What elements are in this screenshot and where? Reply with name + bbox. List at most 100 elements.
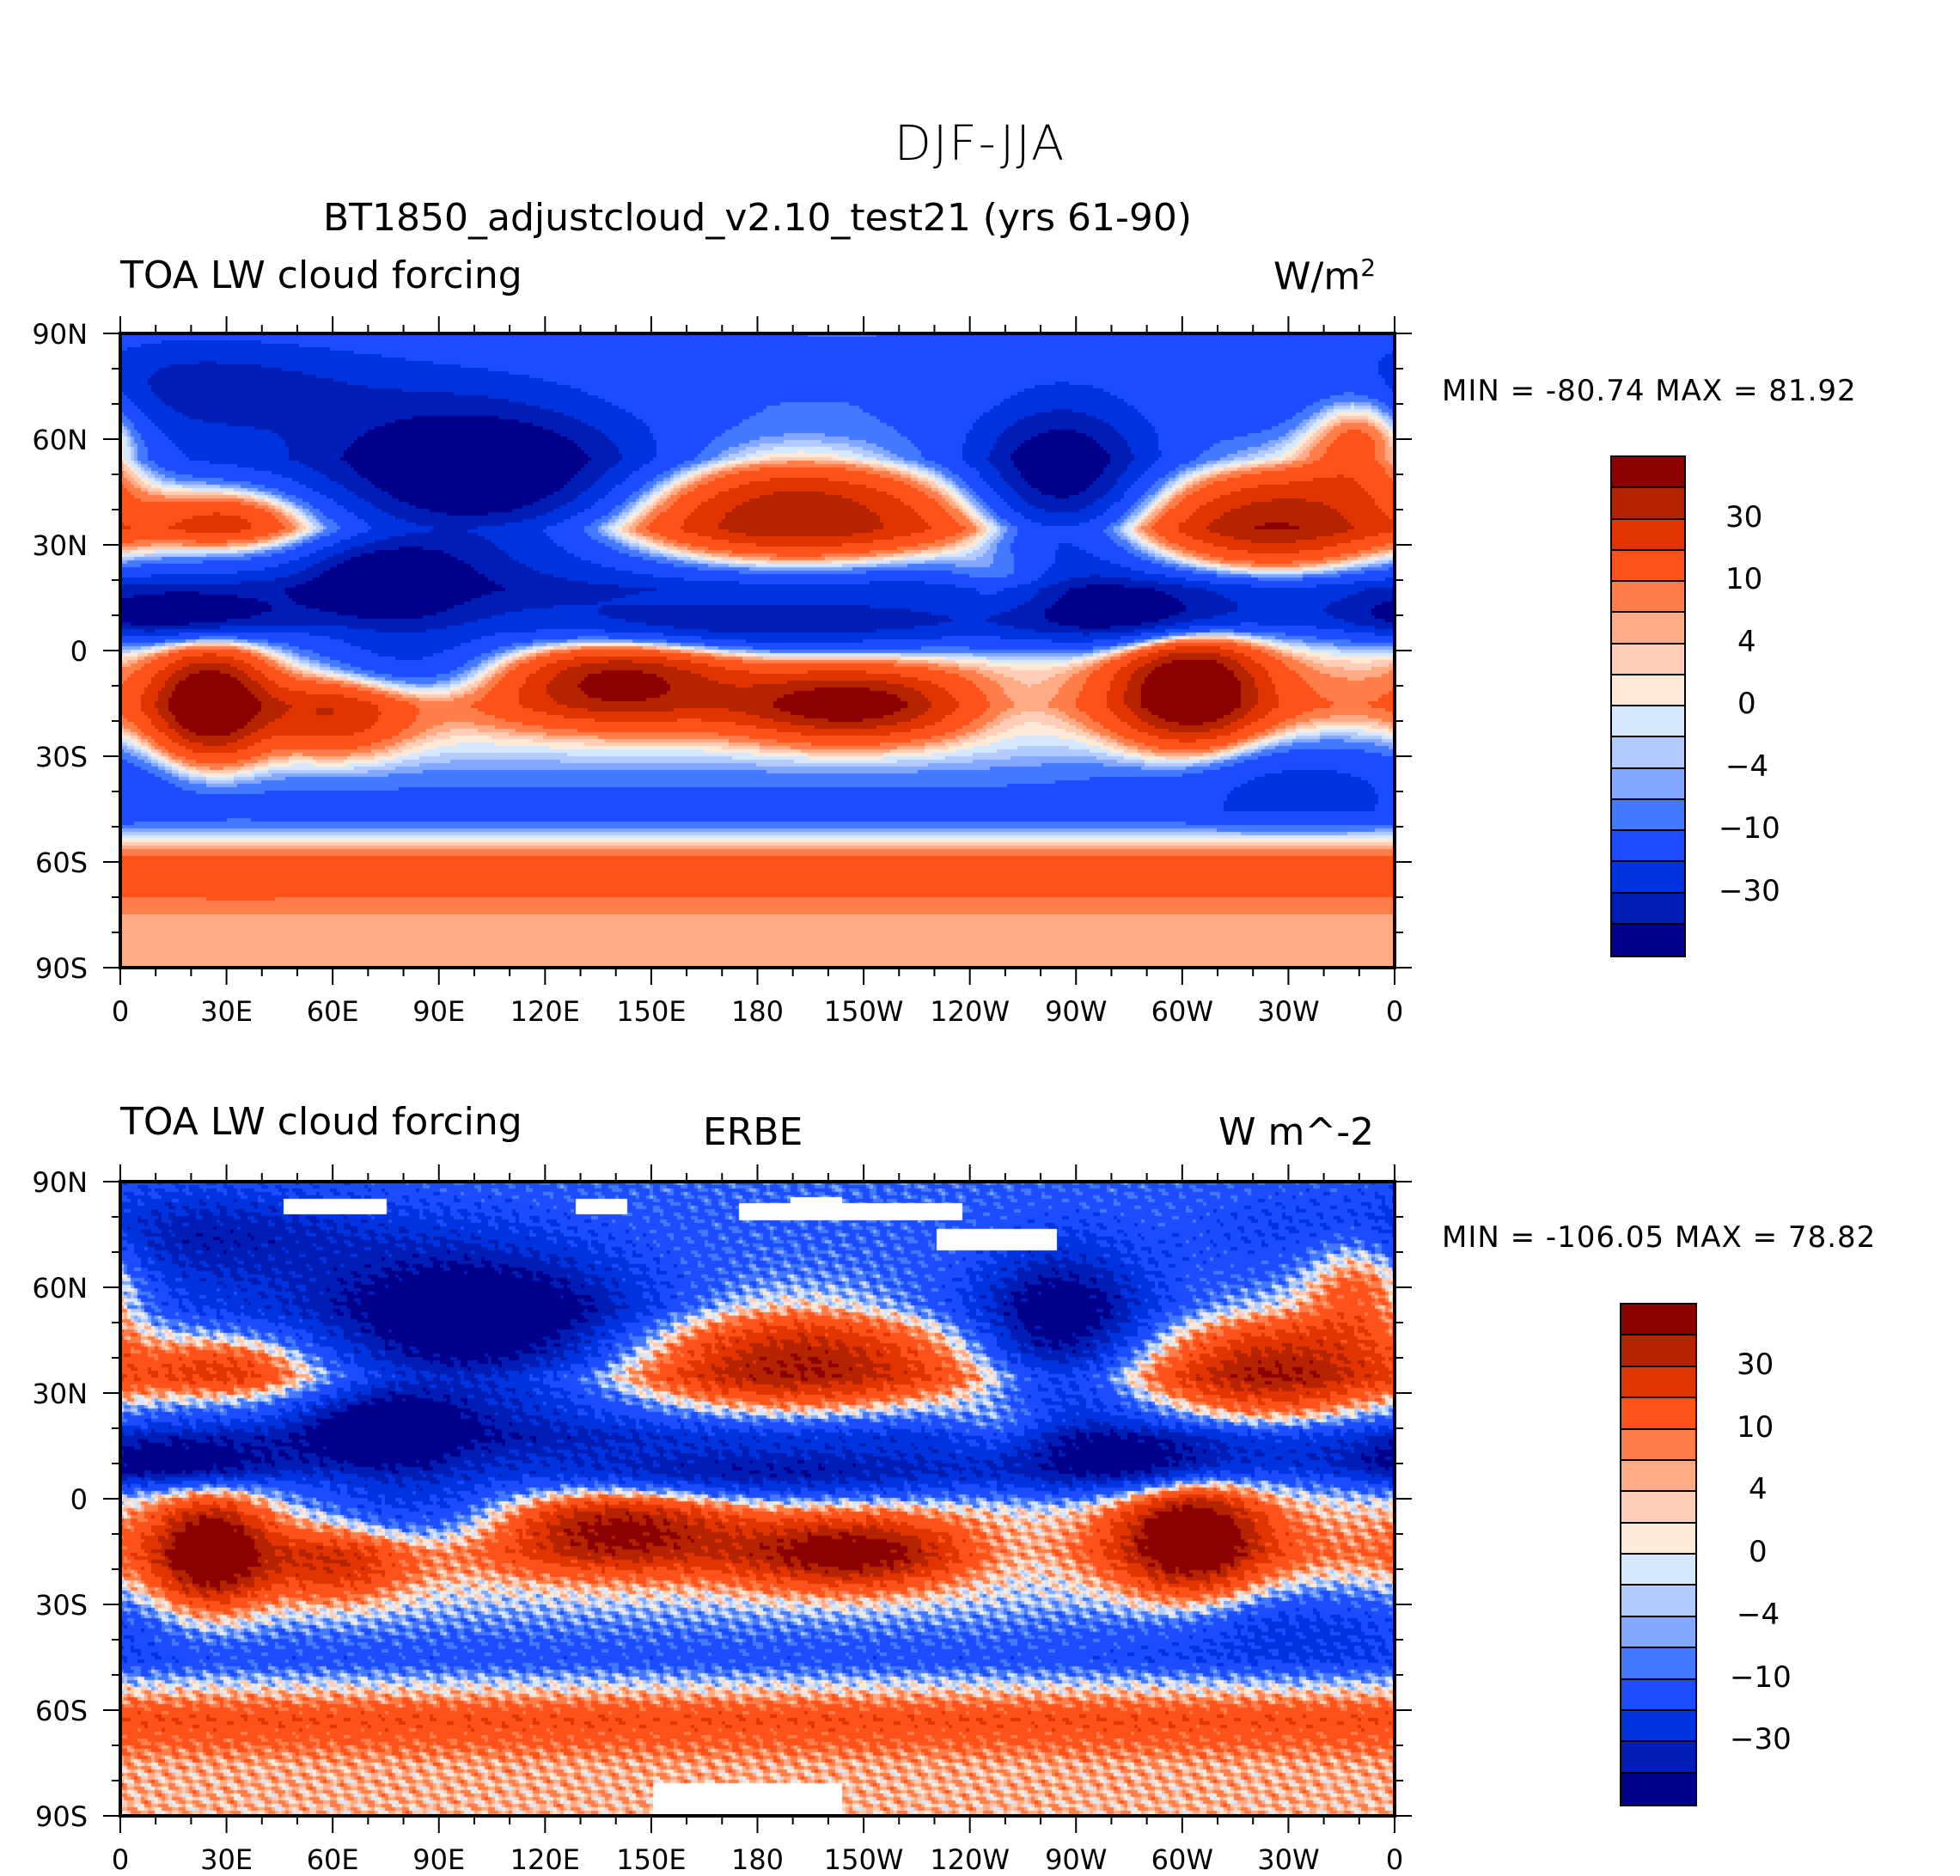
panel2-title-center: ERBE — [703, 1110, 803, 1154]
colorbar-label: −4 — [1725, 749, 1769, 784]
x-tick-label: 0 — [1386, 995, 1403, 1028]
colorbar-swatch — [1612, 924, 1684, 956]
x-tick-label: 150E — [616, 1843, 686, 1876]
x-tick-label: 0 — [1386, 1843, 1403, 1876]
panel1-map — [120, 333, 1395, 968]
colorbar-swatch — [1612, 644, 1684, 675]
colorbar-swatch — [1621, 1586, 1695, 1617]
x-tick-label: 120W — [930, 995, 1010, 1028]
y-tick-label: 90S — [35, 952, 88, 985]
y-tick-label: 0 — [70, 1483, 88, 1516]
colorbar-label: −10 — [1719, 811, 1780, 846]
x-tick-label: 180 — [731, 995, 784, 1028]
colorbar-swatch — [1621, 1366, 1695, 1399]
x-tick-label: 120W — [930, 1843, 1010, 1876]
y-tick-label: 30N — [32, 1378, 88, 1410]
colorbar-label: −30 — [1719, 873, 1780, 908]
colorbar-label: 4 — [1737, 624, 1756, 659]
panel1-units: W/m — [1273, 254, 1361, 299]
panel2-colorbar — [1620, 1303, 1697, 1806]
colorbar-label: 0 — [1749, 1535, 1768, 1569]
colorbar-swatch — [1621, 1398, 1695, 1430]
x-tick-label: 30E — [200, 1843, 253, 1876]
main-title: DJF-JJA — [894, 116, 1066, 172]
colorbar-label: −10 — [1730, 1659, 1792, 1695]
colorbar-swatch — [1612, 613, 1684, 645]
colorbar-swatch — [1621, 1742, 1695, 1774]
colorbar-swatch — [1612, 706, 1684, 738]
y-tick-label: 60S — [35, 1695, 88, 1727]
colorbar-swatch — [1612, 768, 1684, 800]
colorbar-label: −4 — [1737, 1597, 1780, 1632]
colorbar-label: 30 — [1725, 499, 1763, 535]
x-tick-label: 120E — [510, 1843, 580, 1876]
plot-frame — [119, 332, 1396, 969]
x-tick-label: 0 — [112, 995, 129, 1028]
plot-frame — [119, 1180, 1396, 1818]
colorbar-swatch — [1612, 675, 1684, 706]
panel1-title-center: BT1850_adjustcloud_v2.10_test21 (yrs 61-… — [322, 196, 1193, 240]
x-tick-label: 120E — [510, 995, 580, 1028]
colorbar-swatch — [1621, 1305, 1695, 1336]
x-tick-label: 90E — [412, 995, 465, 1028]
y-tick-label: 30N — [32, 529, 88, 562]
panel1-min-max: MIN = -80.74 MAX = 81.92 — [1442, 374, 1857, 408]
panel2-title-left: TOA LW cloud forcing — [120, 1100, 522, 1144]
x-tick-label: 30W — [1257, 1843, 1319, 1876]
colorbar-swatch — [1621, 1523, 1695, 1555]
colorbar-swatch — [1612, 893, 1684, 925]
x-tick-label: 60W — [1151, 1843, 1213, 1876]
colorbar-label: 4 — [1749, 1472, 1768, 1507]
x-tick-label: 0 — [112, 1843, 129, 1876]
y-tick-label: 90S — [35, 1800, 88, 1833]
colorbar-swatch — [1612, 831, 1684, 863]
colorbar-swatch — [1612, 550, 1684, 582]
colorbar-swatch — [1621, 1335, 1695, 1367]
colorbar-swatch — [1612, 457, 1684, 489]
x-tick-label: 30W — [1257, 995, 1319, 1028]
colorbar-swatch — [1612, 488, 1684, 520]
panel1-title-left: TOA LW cloud forcing — [120, 254, 522, 297]
x-tick-label: 60E — [307, 995, 359, 1028]
x-tick-label: 150E — [616, 995, 686, 1028]
y-tick-label: 90N — [32, 318, 88, 351]
y-tick-label: 90N — [32, 1166, 88, 1199]
colorbar-label: 10 — [1737, 1409, 1774, 1445]
y-tick-label: 60N — [32, 424, 88, 456]
x-tick-label: 180 — [731, 1843, 784, 1876]
colorbar-swatch — [1621, 1773, 1695, 1805]
y-tick-label: 60N — [32, 1272, 88, 1305]
colorbar-swatch — [1612, 737, 1684, 769]
panel2-units: W m^-2 — [1218, 1110, 1375, 1154]
x-tick-label: 150W — [824, 1843, 904, 1876]
y-tick-label: 30S — [35, 1589, 88, 1622]
colorbar-label: 30 — [1737, 1347, 1774, 1382]
x-tick-label: 60E — [307, 1843, 359, 1876]
colorbar-swatch — [1621, 1492, 1695, 1524]
panel2-min-max: MIN = -106.05 MAX = 78.82 — [1442, 1220, 1877, 1255]
x-tick-label: 90E — [412, 1843, 465, 1876]
colorbar-label: 10 — [1725, 562, 1763, 596]
panel1-title-right: W/m2 — [1273, 254, 1376, 299]
colorbar-swatch — [1621, 1460, 1695, 1493]
colorbar-swatch — [1621, 1555, 1695, 1586]
colorbar-swatch — [1621, 1429, 1695, 1461]
panel1-colorbar — [1610, 455, 1686, 957]
x-tick-label: 150W — [824, 995, 904, 1028]
colorbar-swatch — [1612, 582, 1684, 614]
y-tick-label: 60S — [35, 846, 88, 879]
colorbar-swatch — [1621, 1679, 1695, 1711]
x-tick-label: 90W — [1045, 995, 1107, 1028]
y-tick-label: 0 — [70, 635, 88, 668]
colorbar-swatch — [1612, 862, 1684, 894]
panel2-map — [120, 1182, 1395, 1816]
y-tick-label: 30S — [35, 741, 88, 773]
colorbar-label: −30 — [1730, 1722, 1792, 1757]
colorbar-swatch — [1621, 1710, 1695, 1743]
panel1-units-sup: 2 — [1360, 254, 1377, 282]
colorbar-swatch — [1621, 1616, 1695, 1649]
x-tick-label: 60W — [1151, 995, 1213, 1028]
colorbar-swatch — [1612, 799, 1684, 831]
colorbar-label: 0 — [1737, 687, 1756, 721]
